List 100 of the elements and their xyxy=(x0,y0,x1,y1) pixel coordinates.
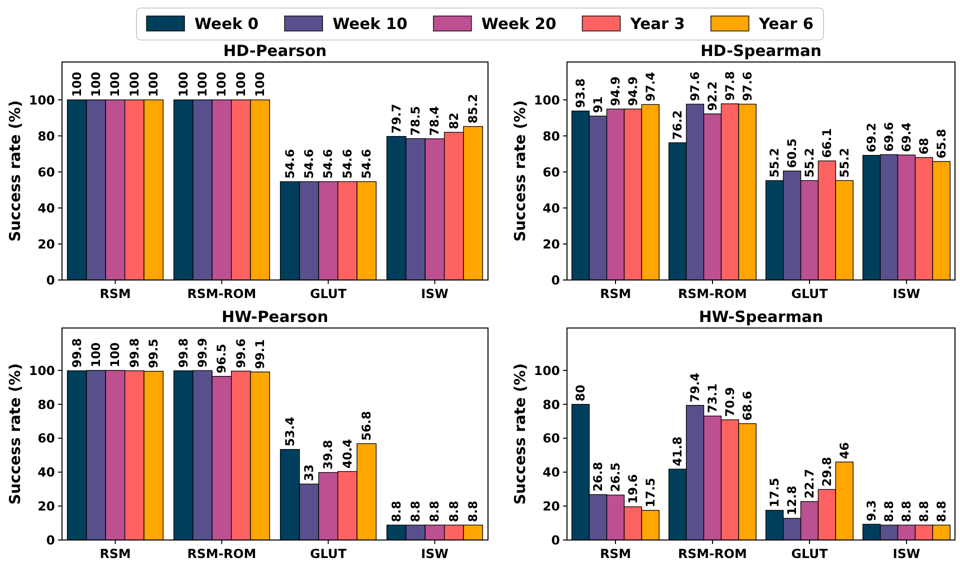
data-label: 73.1 xyxy=(706,383,720,414)
data-label: 55.2 xyxy=(768,148,782,178)
data-label: 54.6 xyxy=(282,149,297,179)
y-tick-label: 40 xyxy=(38,464,56,480)
data-label: 60.5 xyxy=(785,138,800,168)
data-label: 69.6 xyxy=(882,122,896,152)
data-label: 100 xyxy=(176,72,190,97)
data-label: 68 xyxy=(916,138,931,154)
y-tick-label: 0 xyxy=(551,532,560,548)
x-tick-label: ISW xyxy=(892,546,920,561)
x-tick-label: ISW xyxy=(892,286,920,301)
y-tick-label: 80 xyxy=(542,128,560,144)
x-tick-label: RSM-ROM xyxy=(678,546,747,561)
data-label: 79.7 xyxy=(389,104,404,134)
data-label: 91 xyxy=(591,96,606,114)
x-tick-label: RSM xyxy=(100,286,131,301)
data-label: 26.5 xyxy=(608,462,622,492)
x-tick-label: GLUT xyxy=(791,286,828,301)
data-label: 9.3 xyxy=(864,500,879,522)
legend-label: Week 0 xyxy=(194,15,259,33)
y-tick-label: 40 xyxy=(38,200,56,216)
data-label: 17.5 xyxy=(768,478,782,508)
x-tick-label: RSM xyxy=(100,546,131,561)
data-label: 54.6 xyxy=(340,149,354,179)
y-tick-label: 60 xyxy=(38,430,56,446)
y-tick-label: 60 xyxy=(542,164,560,180)
data-label: 100 xyxy=(127,72,142,97)
x-tick-label: RSM xyxy=(600,546,632,561)
data-label: 8.8 xyxy=(900,500,914,522)
data-label: 99.6 xyxy=(234,338,248,368)
y-tick-label: 80 xyxy=(542,396,560,412)
x-tick-label: GLUT xyxy=(310,546,347,561)
data-label: 68.6 xyxy=(740,391,754,421)
y-tick-label: 100 xyxy=(534,362,560,378)
x-tick-label: RSM-ROM xyxy=(187,286,256,301)
y-axis-title: Success rate (%) xyxy=(6,363,24,505)
chart-title: HD-Pearson xyxy=(223,42,327,60)
y-tick-label: 60 xyxy=(542,430,560,446)
y-axis-title: Success rate (%) xyxy=(511,100,529,242)
data-label: 99.8 xyxy=(70,338,84,368)
chart-title: HD-Spearman xyxy=(700,42,822,60)
data-label: 99.5 xyxy=(146,338,161,368)
data-label: 100 xyxy=(89,72,104,97)
data-label: 8.8 xyxy=(934,500,948,522)
data-label: 99.1 xyxy=(253,339,268,369)
data-label: 82 xyxy=(446,112,461,130)
x-tick-label: RSM-ROM xyxy=(187,546,256,561)
data-label: 85.2 xyxy=(466,94,480,124)
y-tick-label: 0 xyxy=(46,532,56,548)
x-tick-label: RSM-ROM xyxy=(678,286,747,301)
data-label: 97.4 xyxy=(643,72,658,102)
data-label: 41.8 xyxy=(670,436,685,466)
data-label: 22.7 xyxy=(802,468,816,498)
data-label: 94.9 xyxy=(608,76,622,106)
y-tick-label: 20 xyxy=(542,498,560,514)
data-label: 40.4 xyxy=(340,438,354,468)
data-label: 100 xyxy=(108,342,122,368)
y-tick-label: 60 xyxy=(38,164,56,180)
data-label: 8.8 xyxy=(446,500,461,522)
x-tick-label: ISW xyxy=(421,286,449,301)
data-label: 99.8 xyxy=(176,338,190,368)
data-label: 29.8 xyxy=(820,456,834,486)
y-tick-label: 20 xyxy=(38,498,56,514)
data-label: 54.6 xyxy=(321,149,336,179)
data-label: 46 xyxy=(837,442,852,459)
data-label: 79.4 xyxy=(688,372,702,402)
data-label: 66.1 xyxy=(820,128,834,158)
x-tick-label: ISW xyxy=(421,546,449,561)
y-tick-label: 20 xyxy=(542,236,560,252)
data-label: 99.9 xyxy=(196,338,210,368)
data-label: 100 xyxy=(108,72,122,97)
chart-title: HW-Pearson xyxy=(222,308,328,326)
data-label: 100 xyxy=(196,72,210,97)
data-label: 26.8 xyxy=(591,462,606,492)
data-label: 19.6 xyxy=(626,474,640,504)
y-tick-label: 100 xyxy=(28,92,56,108)
x-tick-label: GLUT xyxy=(310,286,347,301)
y-tick-label: 100 xyxy=(28,362,56,378)
data-label: 55.2 xyxy=(802,148,816,178)
data-label: 97.6 xyxy=(688,72,702,102)
data-label: 69.2 xyxy=(864,122,879,152)
legend-label: Week 10 xyxy=(332,15,408,33)
data-label: 8.8 xyxy=(428,500,442,522)
data-label: 99.8 xyxy=(127,338,142,368)
y-tick-label: 40 xyxy=(542,464,560,480)
data-label: 8.8 xyxy=(389,500,404,522)
data-label: 8.8 xyxy=(882,500,896,522)
data-label: 97.8 xyxy=(722,71,737,101)
y-tick-label: 100 xyxy=(534,92,560,108)
data-label: 100 xyxy=(234,72,248,97)
data-label: 39.8 xyxy=(321,440,336,470)
data-label: 65.8 xyxy=(934,128,948,158)
data-label: 69.4 xyxy=(900,122,914,152)
data-label: 100 xyxy=(214,72,229,97)
data-label: 100 xyxy=(253,72,268,97)
data-label: 12.8 xyxy=(785,486,800,516)
data-label: 54.6 xyxy=(360,149,374,179)
data-label: 92.2 xyxy=(706,81,720,111)
y-tick-label: 40 xyxy=(542,200,560,216)
y-axis-title: Success rate (%) xyxy=(6,100,24,242)
